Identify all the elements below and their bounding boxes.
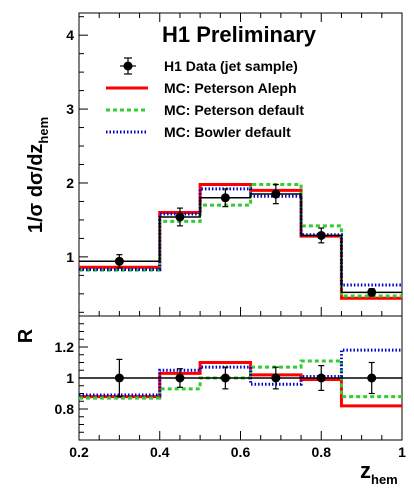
upper-mc-histograms [79,182,402,300]
lower-data-point [271,373,281,383]
legend-entry-peterson-default: MC: Peterson default [106,102,304,118]
lower-data-point [316,373,326,383]
x-tick-label: 0.6 [231,444,251,460]
upper-data-point [175,212,185,222]
x-ticks: 0.2 0.4 0.6 0.8 1 [69,13,406,460]
legend-data-label: H1 Data (jet sample) [164,58,298,74]
upper-data-point [367,287,377,297]
upper-data-histogram [79,193,402,294]
legend-peterson-default-label: MC: Peterson default [164,102,304,118]
upper-y-axis-label-main: 1/σ dσ/dz [25,144,47,234]
ratio-mc-histograms [79,348,402,408]
x-tick-label: 0.8 [312,444,332,460]
x-axis-label-main: z [360,458,371,483]
upper-data-point [220,193,230,203]
lower-y-axis-label: R [15,328,37,343]
lower-y-tick-label: 1.2 [55,339,75,355]
lower-y-ticks: 0.8 1 1.2 [55,315,88,433]
chart-title: H1 Preliminary [162,22,317,47]
legend-peterson-aleph-label: MC: Peterson Aleph [164,80,297,96]
x-axis-label: zhem [360,458,398,487]
lower-data-point [220,373,230,383]
x-tick-label: 0.4 [150,444,170,460]
lower-data-point [114,373,124,383]
x-tick-label: 1 [398,444,406,460]
legend: H1 Data (jet sample) MC: Peterson Aleph … [106,57,304,140]
lower-data-point [175,373,185,383]
lower-mc-series-1 [79,359,402,400]
upper-y-tick-label: 3 [66,101,74,117]
upper-y-axis-label: 1/σ dσ/dzhem [25,117,51,233]
lower-data-point [367,373,377,383]
legend-entry-peterson-aleph: MC: Peterson Aleph [106,80,297,96]
x-axis-label-sub: hem [371,472,398,487]
upper-y-ticks: 1 2 3 4 [66,16,88,313]
upper-y-tick-label: 2 [66,175,74,191]
upper-data-points [114,183,377,297]
lower-mc-series-2 [79,348,402,397]
upper-data-point [114,256,124,266]
upper-y-tick-label: 1 [66,249,74,265]
ratio-data-points [114,358,377,398]
upper-data-point [271,189,281,199]
upper-data-point [316,230,326,240]
lower-y-tick-label: 1 [66,370,74,386]
upper-y-tick-label: 4 [66,27,74,43]
legend-entry-data: H1 Data (jet sample) [120,57,298,75]
lower-y-tick-label: 0.8 [55,401,75,417]
legend-entry-bowler-default: MC: Bowler default [106,124,291,140]
upper-y-axis-label-sub: hem [36,117,51,144]
x-tick-label: 0.2 [69,444,89,460]
legend-data-marker [123,61,133,71]
legend-bowler-default-label: MC: Bowler default [164,124,291,140]
